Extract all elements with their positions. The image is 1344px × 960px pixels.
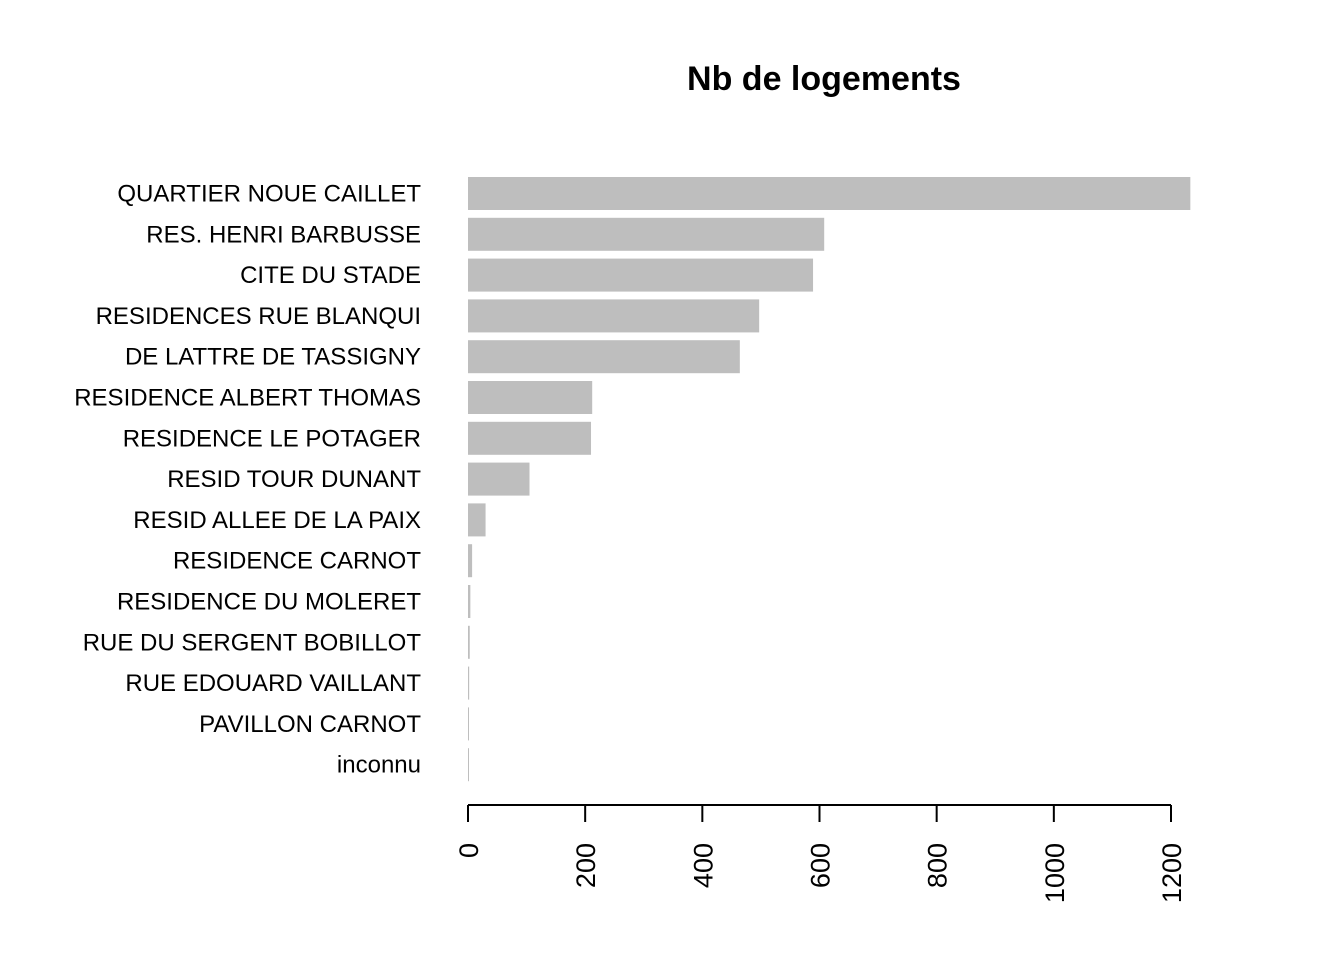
category-label-11: RUE DU SERGENT BOBILLOT — [83, 629, 422, 656]
chart-title: Nb de logements — [687, 60, 961, 98]
bars-group — [468, 177, 1191, 782]
bar-12 — [468, 666, 470, 700]
x-tick-label-1: 200 — [571, 843, 601, 888]
category-label-1: RES. HENRI BARBUSSE — [146, 221, 421, 248]
category-label-3: RESIDENCES RUE BLANQUI — [96, 303, 421, 330]
bar-4 — [468, 340, 740, 374]
bar-7 — [468, 462, 530, 496]
x-tick-label-6: 1200 — [1157, 843, 1187, 903]
category-label-2: CITE DU STADE — [240, 262, 421, 289]
x-tick-label-4: 800 — [923, 843, 953, 888]
category-labels: QUARTIER NOUE CAILLET RES. HENRI BARBUSSE… — [74, 181, 421, 779]
category-label-0: QUARTIER NOUE CAILLET — [117, 181, 421, 208]
category-label-14: inconnu — [337, 752, 421, 779]
bar-2 — [468, 258, 814, 292]
category-label-9: RESIDENCE CARNOT — [173, 548, 421, 575]
category-label-8: RESID ALLEE DE LA PAIX — [133, 507, 421, 534]
category-label-5: RESIDENCE ALBERT THOMAS — [74, 385, 421, 412]
category-label-6: RESIDENCE LE POTAGER — [123, 425, 421, 452]
bar-8 — [468, 503, 486, 537]
category-label-13: PAVILLON CARNOT — [199, 711, 421, 738]
bar-0 — [468, 177, 1191, 210]
category-label-12: RUE EDOUARD VAILLANT — [125, 670, 421, 697]
x-tick-label-0: 0 — [454, 843, 484, 858]
category-label-10: RESIDENCE DU MOLERET — [117, 589, 421, 616]
bar-13 — [468, 707, 469, 741]
bar-1 — [468, 217, 825, 251]
x-tick-label-5: 1000 — [1040, 843, 1070, 903]
bar-14 — [468, 748, 469, 782]
x-tick-label-2: 400 — [688, 843, 718, 888]
bar-10 — [468, 585, 471, 618]
bar-5 — [468, 381, 593, 414]
category-label-7: RESID TOUR DUNANT — [167, 466, 421, 493]
x-axis: 0 200 400 600 800 1000 1200 — [454, 804, 1187, 903]
category-label-4: DE LATTRE DE TASSIGNY — [125, 344, 421, 371]
x-tick-label-3: 600 — [806, 843, 836, 888]
bar-3 — [468, 299, 760, 333]
bar-11 — [468, 625, 470, 659]
bar-6 — [468, 421, 592, 455]
bar-9 — [468, 544, 473, 578]
